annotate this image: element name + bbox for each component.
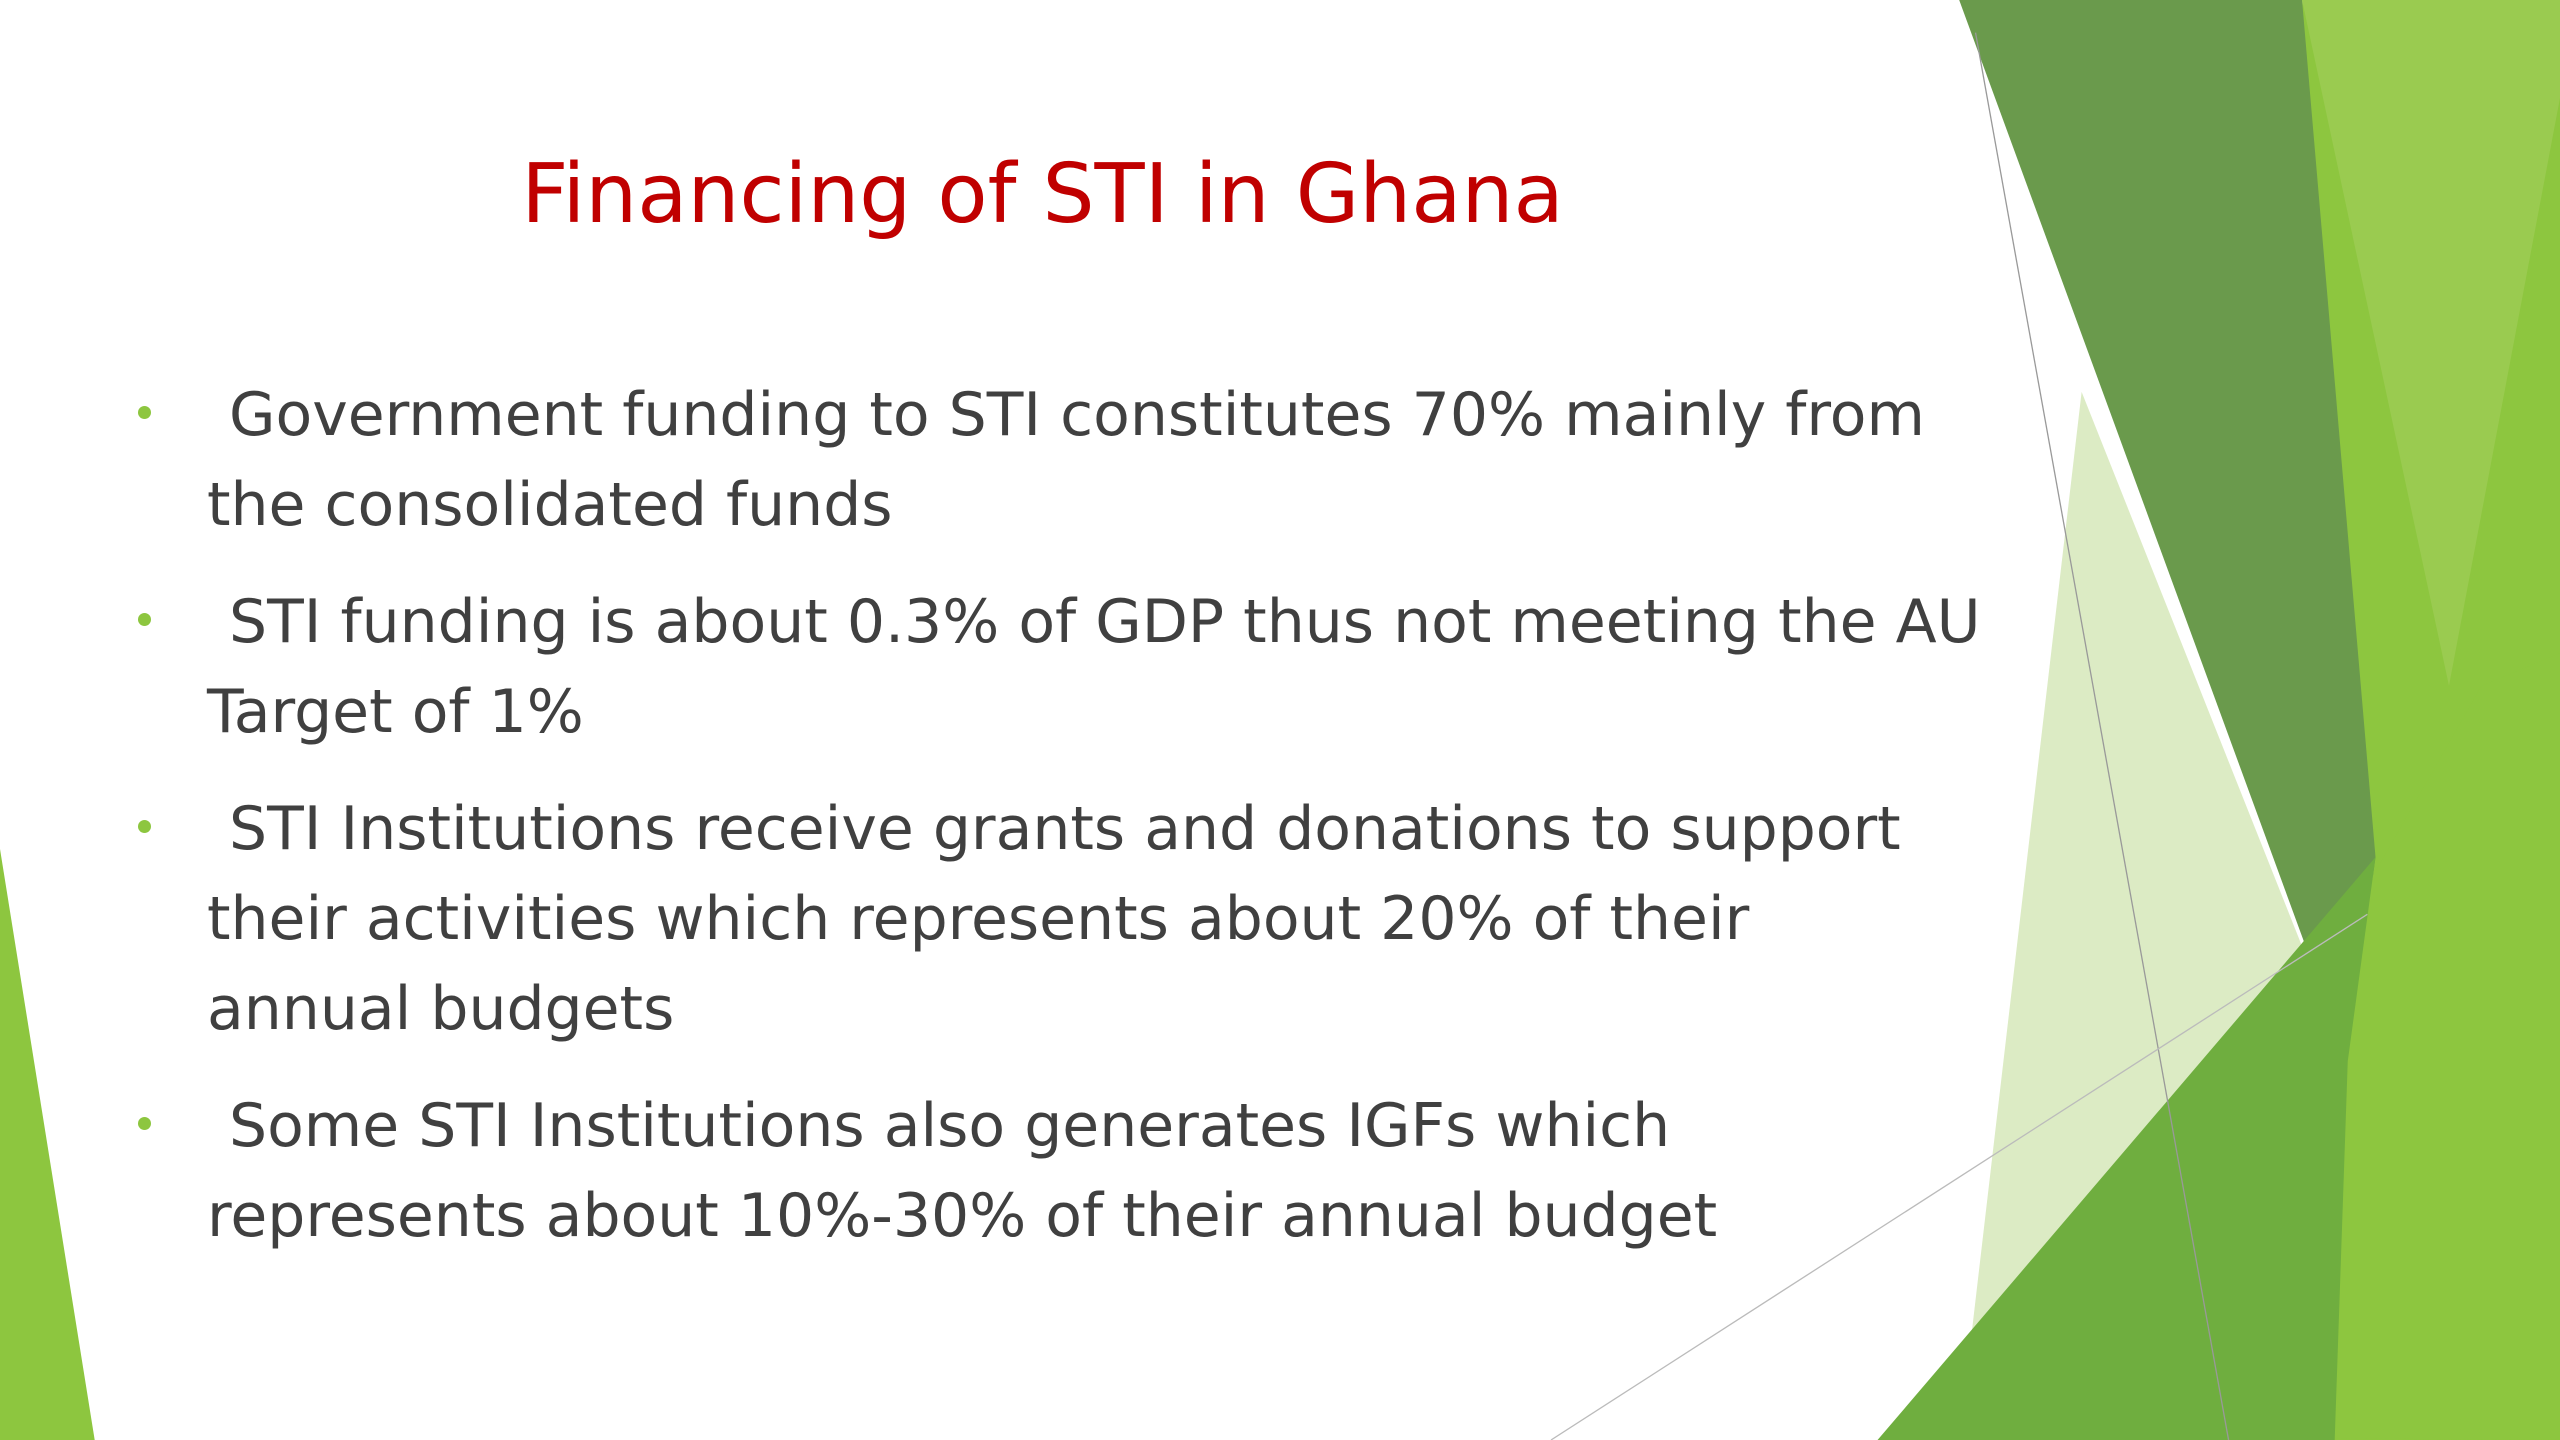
bullet-dot <box>138 1117 151 1130</box>
bullet-text: Government funding to STI constitutes 70… <box>229 380 1925 450</box>
bullet-item: STI funding is about 0.3% of GDP thus no… <box>130 577 1981 757</box>
bullet-text: STI funding is about 0.3% of GDP thus no… <box>229 587 1981 657</box>
left-green-shape <box>0 848 95 1440</box>
slide-title: Financing of STI in Ghana <box>521 147 1564 242</box>
mid-green-shape <box>1877 857 2376 1440</box>
bullet-text: Some STI Institutions also generates IGF… <box>229 1091 1671 1161</box>
green-shape <box>2302 0 2560 686</box>
bullet-dot <box>138 820 151 833</box>
bullet-dot <box>138 613 151 626</box>
bullet-item: STI Institutions receive grants and dona… <box>130 784 1981 1054</box>
decor-line <box>1974 32 2230 1440</box>
bullet-item: Some STI Institutions also generates IGF… <box>130 1081 1981 1261</box>
bullet-text: the consolidated funds <box>207 470 893 540</box>
bullet-list: Government funding to STI constitutes 70… <box>130 370 1981 1288</box>
bullet-text: Target of 1% <box>207 677 584 747</box>
bullet-item: Government funding to STI constitutes 70… <box>130 370 1981 550</box>
bullet-text: STI Institutions receive grants and dona… <box>229 794 1901 864</box>
decor-line <box>1550 913 2368 1440</box>
bullet-text: annual budgets <box>207 974 675 1044</box>
dark-green-shape <box>1959 0 2376 1062</box>
bullet-text: their activities which represents about … <box>207 884 1750 954</box>
bullet-dot <box>138 406 151 419</box>
bullet-text: represents about 10%-30% of their annual… <box>207 1181 1718 1251</box>
